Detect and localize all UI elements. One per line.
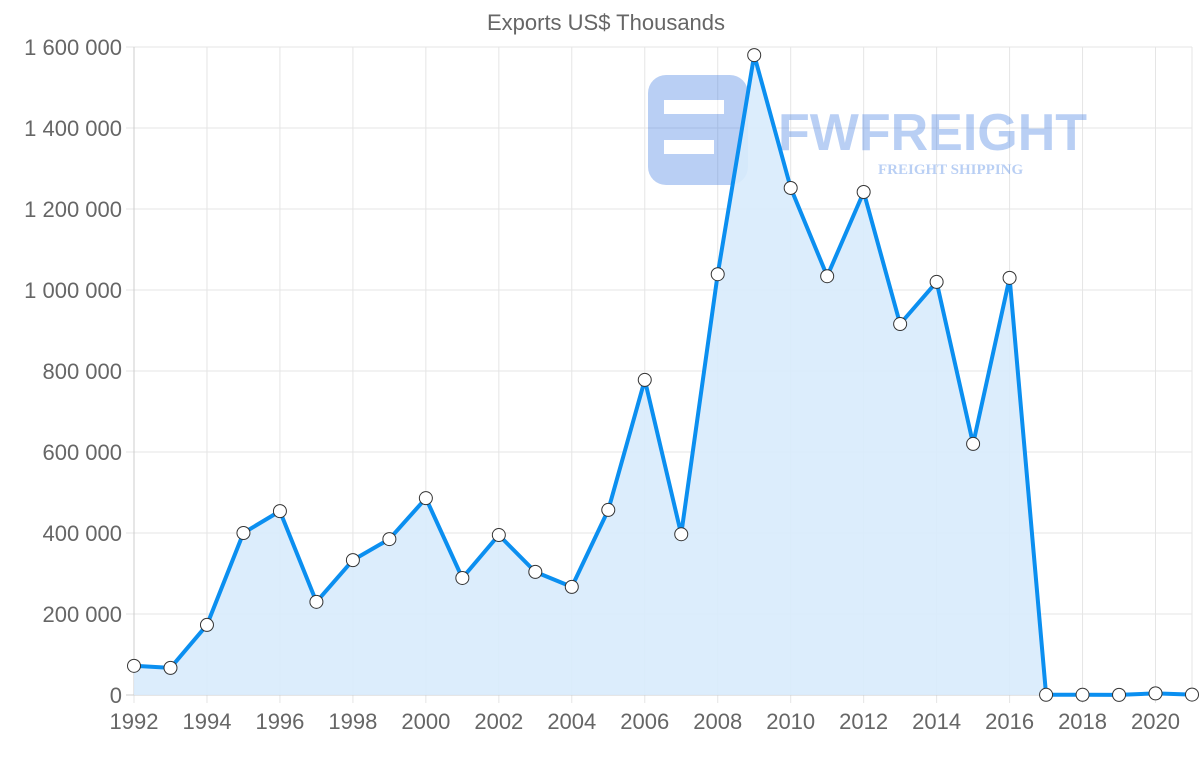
x-tick-label: 2008 — [693, 709, 742, 734]
y-tick-label: 1 200 000 — [24, 197, 122, 222]
data-point[interactable] — [856, 184, 871, 199]
data-point[interactable] — [491, 528, 506, 543]
data-point[interactable] — [966, 436, 981, 451]
data-point[interactable] — [418, 491, 433, 506]
x-tick-label: 2010 — [766, 709, 815, 734]
x-tick-label: 1996 — [255, 709, 304, 734]
x-tick-label: 1998 — [328, 709, 377, 734]
data-point[interactable] — [236, 526, 251, 540]
data-point[interactable] — [345, 553, 360, 568]
data-point[interactable] — [163, 660, 178, 675]
y-tick-label: 600 000 — [42, 440, 122, 465]
y-tick-label: 1 400 000 — [24, 116, 122, 141]
x-tick-label: 2018 — [1058, 709, 1107, 734]
x-tick-label: 2020 — [1131, 709, 1180, 734]
x-axis-ticks: 1992 1994 1996 1998 2000 2002 2004 2006 2008 2010… — [110, 709, 1180, 734]
watermark-logo: FWFREIGHT FREIGHT SHIPPING — [648, 75, 1087, 185]
x-tick-label: 2004 — [547, 709, 596, 734]
data-point[interactable] — [601, 502, 616, 517]
y-axis-ticks: 0 200 000 400 000 600 000 800 000 1 000 000 1 … — [24, 35, 122, 708]
y-tick-label: 1 000 000 — [24, 278, 122, 303]
chart-title: Exports US$ Thousands — [487, 10, 725, 35]
data-point[interactable] — [1039, 687, 1054, 702]
y-tick-label: 1 600 000 — [24, 35, 122, 60]
x-tick-label: 2012 — [839, 709, 888, 734]
data-point[interactable] — [637, 372, 652, 387]
data-point[interactable] — [309, 594, 324, 609]
x-tick-label: 2016 — [985, 709, 1034, 734]
watermark-tagline: FREIGHT SHIPPING — [878, 162, 1023, 178]
y-tick-label: 800 000 — [42, 359, 122, 384]
data-point[interactable] — [893, 317, 908, 332]
y-tick-label: 200 000 — [42, 602, 122, 627]
data-point[interactable] — [564, 579, 579, 594]
y-tick-label: 0 — [110, 683, 122, 708]
data-point[interactable] — [1148, 686, 1163, 701]
data-point[interactable] — [199, 617, 214, 632]
data-point[interactable] — [1185, 687, 1199, 702]
data-point[interactable] — [710, 267, 725, 282]
data-point[interactable] — [929, 274, 944, 289]
data-point[interactable] — [382, 532, 397, 547]
data-point[interactable] — [820, 269, 835, 284]
data-point[interactable] — [528, 564, 543, 579]
x-tick-label: 2014 — [912, 709, 961, 734]
data-point[interactable] — [1112, 687, 1127, 702]
series-area-fill — [134, 55, 1192, 696]
data-point[interactable] — [127, 658, 141, 673]
data-point[interactable] — [747, 48, 762, 63]
data-point[interactable] — [783, 180, 798, 195]
data-point[interactable] — [455, 570, 470, 585]
series-line — [133, 53, 1193, 697]
data-point[interactable] — [1075, 687, 1090, 702]
data-point[interactable] — [272, 504, 287, 519]
x-tick-label: 2002 — [474, 709, 523, 734]
y-tick-label: 400 000 — [42, 521, 122, 546]
data-point[interactable] — [674, 527, 689, 542]
data-points — [127, 48, 1199, 702]
data-point[interactable] — [1002, 270, 1017, 285]
x-tick-label: 2000 — [401, 709, 450, 734]
x-tick-label: 2006 — [620, 709, 669, 734]
x-tick-label: 1992 — [110, 709, 159, 734]
watermark-brand: FWFREIGHT — [778, 104, 1087, 162]
x-tick-label: 1994 — [182, 709, 231, 734]
